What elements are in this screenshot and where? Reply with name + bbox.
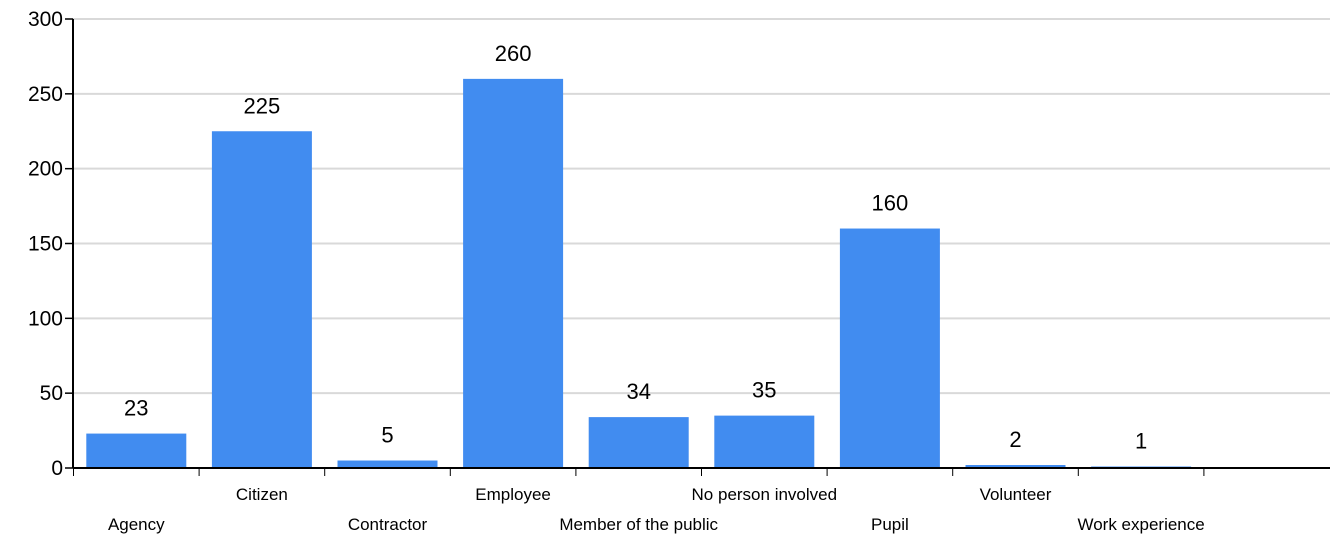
data-label: 1 — [1135, 429, 1147, 454]
x-tick-label: Citizen — [236, 485, 288, 504]
data-label: 35 — [752, 378, 776, 403]
y-tick-label: 300 — [28, 8, 63, 31]
data-label: 2 — [1009, 427, 1021, 452]
x-tick-label: Employee — [475, 485, 551, 504]
y-tick-label: 150 — [28, 233, 63, 256]
data-label: 5 — [381, 423, 393, 448]
x-tick-label: Member of the public — [559, 515, 718, 534]
x-tick-label: Work experience — [1077, 515, 1204, 534]
data-label: 260 — [495, 41, 532, 66]
bar — [337, 460, 438, 468]
y-tick-label: 200 — [28, 158, 63, 181]
bar — [839, 228, 940, 468]
y-tick-label: 250 — [28, 83, 63, 106]
x-axis: Agency Citizen Contractor Employee Member of… — [73, 467, 1330, 534]
bar — [211, 131, 312, 468]
x-tick-label: Volunteer — [980, 485, 1052, 504]
bar — [463, 78, 564, 468]
y-tick-label: 0 — [51, 457, 63, 480]
data-labels: 23 225 5 260 34 35 160 2 1 — [124, 41, 1147, 454]
bar — [86, 433, 187, 468]
x-tick-label: No person involved — [692, 485, 838, 504]
x-tick-label: Pupil — [871, 515, 909, 534]
x-tick-label: Contractor — [348, 515, 428, 534]
data-label: 160 — [872, 191, 909, 216]
data-label: 34 — [626, 379, 650, 404]
bar — [965, 465, 1066, 468]
y-tick-label: 50 — [40, 382, 63, 405]
data-label: 225 — [244, 93, 281, 118]
bars — [86, 78, 1192, 468]
y-axis: 0 50 100 150 200 250 300 — [28, 8, 74, 480]
y-tick-label: 100 — [28, 307, 63, 330]
bar — [588, 417, 689, 468]
data-label: 23 — [124, 396, 148, 421]
x-tick-label: Agency — [108, 515, 165, 534]
bar — [714, 415, 815, 468]
